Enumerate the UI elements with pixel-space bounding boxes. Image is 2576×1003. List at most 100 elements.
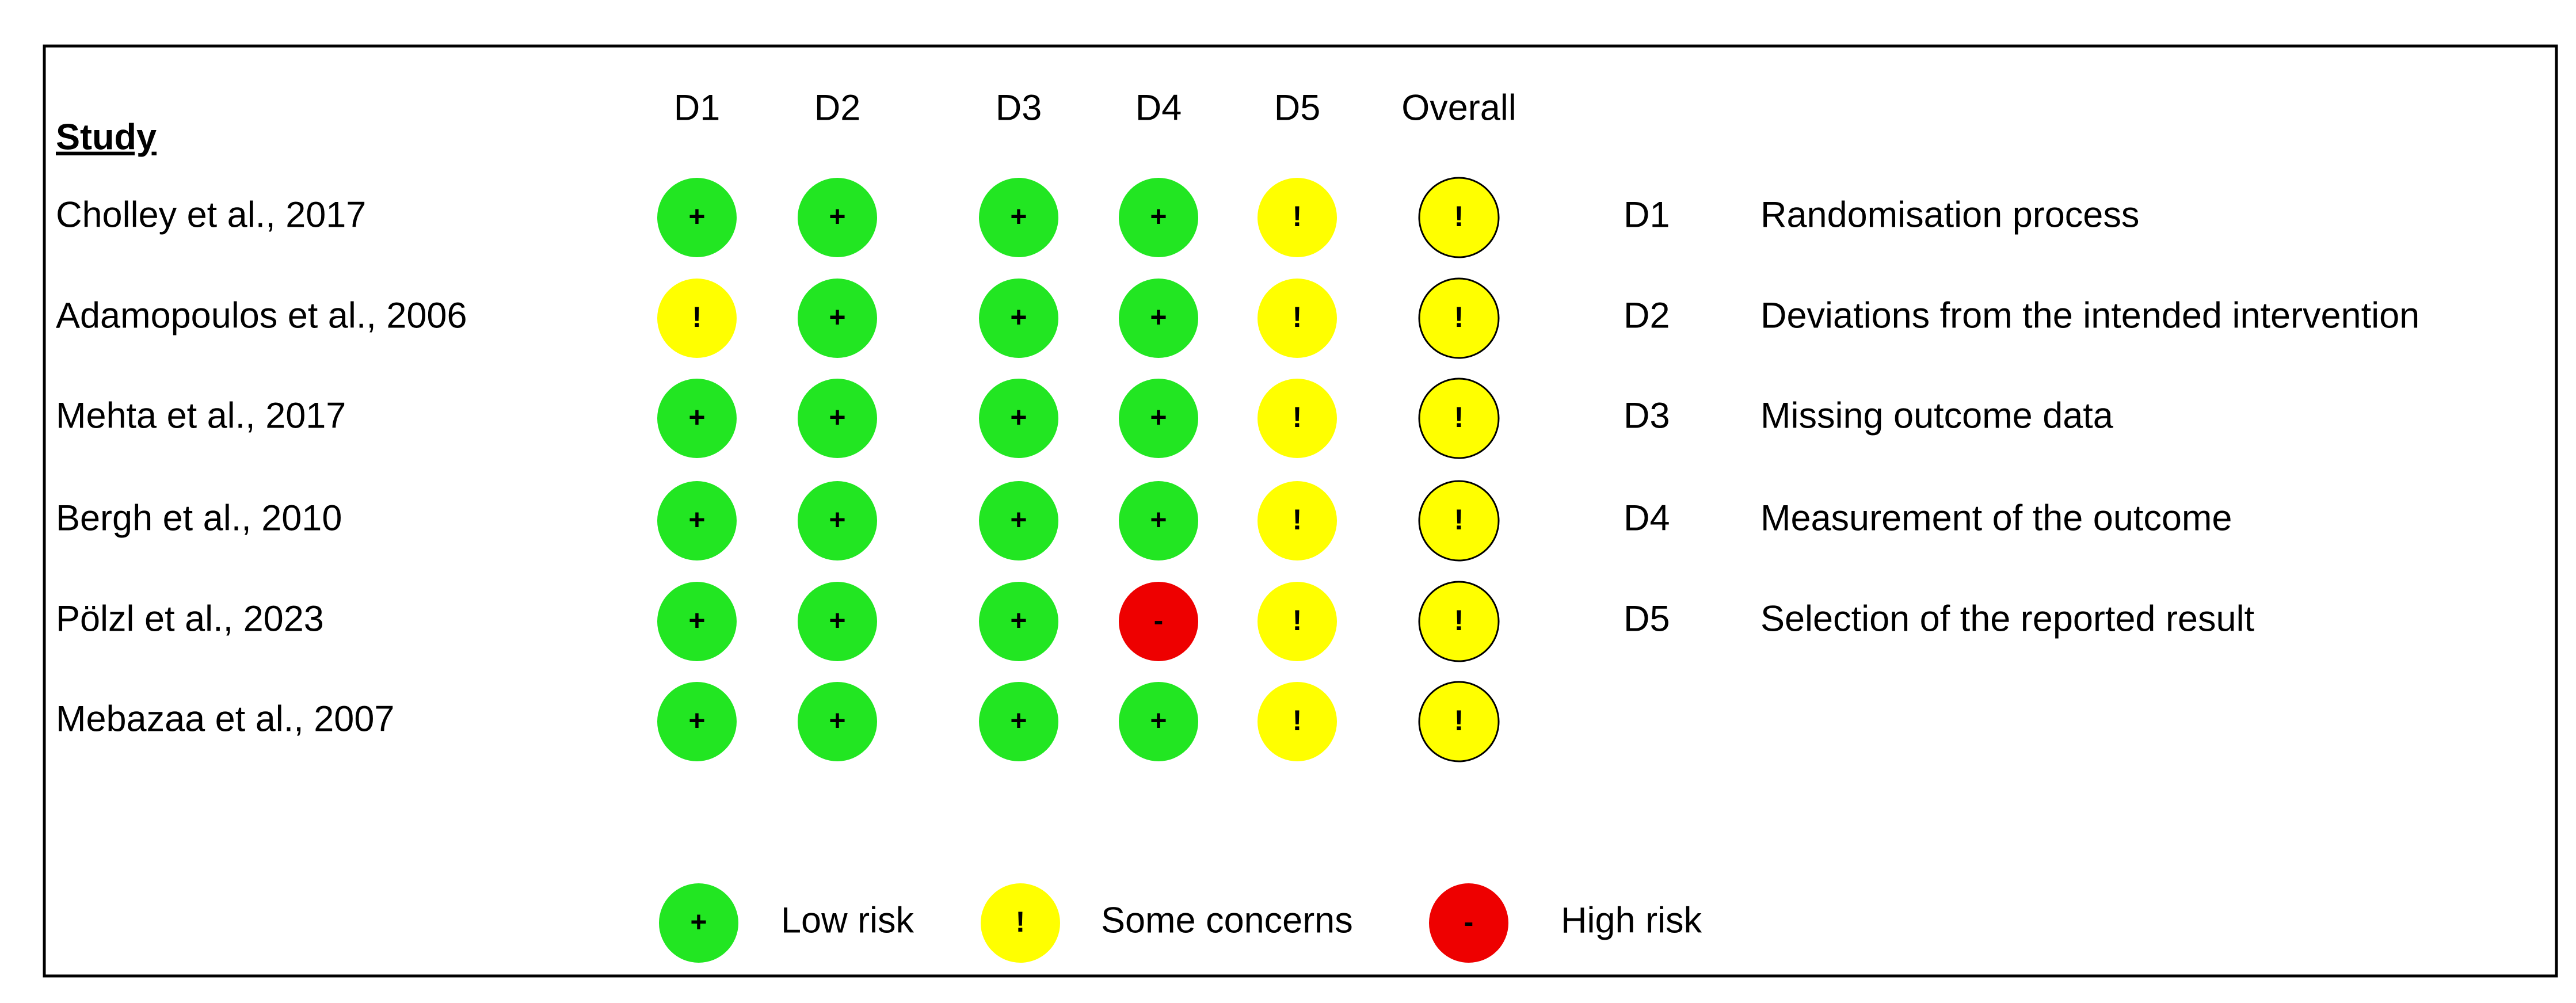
judgement-symbol: !	[1454, 401, 1464, 433]
judgement-circle	[1119, 279, 1198, 358]
judgement-symbol: +	[1150, 301, 1167, 333]
judgement-symbol: -	[1154, 604, 1164, 636]
key-symbol: +	[690, 906, 707, 938]
judgement-symbol: +	[1010, 704, 1027, 737]
key-circle	[981, 883, 1060, 963]
domain-code: D1	[1624, 195, 1670, 235]
judgement-symbol: +	[1010, 401, 1027, 433]
domain-code: D4	[1624, 498, 1670, 539]
study-name: Cholley et al., 2017	[56, 195, 366, 235]
judgement-symbol: !	[1454, 301, 1464, 333]
judgement-circle	[1257, 279, 1337, 358]
judgement-symbol: +	[1150, 200, 1167, 232]
key-circle	[659, 883, 738, 963]
judgement-circle	[979, 178, 1058, 257]
judgement-circle	[798, 379, 877, 458]
judgement-circle	[979, 582, 1058, 661]
judgement-circle	[798, 582, 877, 661]
judgement-circle	[1418, 681, 1500, 762]
judgement-symbol: +	[1150, 401, 1167, 433]
domain-code: D5	[1624, 599, 1670, 639]
key-symbol: !	[1016, 906, 1026, 938]
domain-label: Measurement of the outcome	[1760, 498, 2232, 539]
study-header: Study	[56, 117, 157, 158]
judgement-symbol: !	[1454, 704, 1464, 737]
key-circle	[1429, 883, 1508, 963]
study-name: Mebazaa et al., 2007	[56, 699, 394, 739]
judgement-circle	[657, 379, 737, 458]
judgement-symbol: +	[829, 704, 845, 737]
judgement-circle	[1119, 582, 1198, 661]
judgement-symbol: +	[688, 200, 705, 232]
judgement-symbol: !	[1293, 604, 1302, 636]
judgement-circle	[657, 279, 737, 358]
judgement-circle	[1257, 582, 1337, 661]
judgement-symbol: +	[829, 200, 845, 232]
judgement-symbol: +	[1150, 504, 1167, 536]
judgement-symbol: !	[692, 301, 702, 333]
judgement-circle	[979, 481, 1058, 560]
judgement-circle	[1257, 481, 1337, 560]
key-symbol: -	[1464, 906, 1474, 938]
column-header: Overall	[1401, 88, 1516, 128]
column-header: D1	[674, 88, 721, 128]
judgement-symbol: !	[1454, 504, 1464, 536]
judgement-symbol: +	[1150, 704, 1167, 737]
judgement-circle	[979, 682, 1058, 761]
judgement-circle	[798, 178, 877, 257]
domain-code: D3	[1624, 396, 1670, 436]
judgement-symbol: +	[1010, 504, 1027, 536]
domain-label: Missing outcome data	[1760, 396, 2114, 436]
judgement-symbol: !	[1293, 704, 1302, 737]
domain-code: D2	[1624, 296, 1670, 336]
judgement-symbol: +	[688, 401, 705, 433]
domain-label: Selection of the reported result	[1760, 599, 2255, 639]
judgement-circle	[1418, 277, 1500, 359]
column-header: D4	[1135, 88, 1182, 128]
judgement-circle	[1257, 682, 1337, 761]
judgement-symbol: +	[829, 301, 845, 333]
judgement-circle	[1119, 481, 1198, 560]
study-name: Adamopoulos et al., 2006	[56, 296, 467, 336]
judgement-symbol: !	[1293, 401, 1302, 433]
domain-label: Randomisation process	[1760, 195, 2139, 235]
key-label: High risk	[1561, 901, 1702, 941]
judgement-circle	[657, 582, 737, 661]
study-name: Pölzl et al., 2023	[56, 599, 324, 639]
judgement-circle	[1418, 581, 1500, 662]
judgement-circle	[979, 379, 1058, 458]
judgement-circle	[979, 279, 1058, 358]
judgement-circle	[657, 178, 737, 257]
study-name: Mehta et al., 2017	[56, 396, 346, 436]
judgement-circle	[1257, 178, 1337, 257]
judgement-symbol: !	[1293, 504, 1302, 536]
judgement-circle	[1418, 480, 1500, 562]
judgement-symbol: !	[1454, 604, 1464, 636]
judgement-symbol: !	[1293, 200, 1302, 232]
judgement-symbol: +	[829, 604, 845, 636]
judgement-symbol: +	[829, 504, 845, 536]
judgement-circle	[1418, 177, 1500, 258]
key-label: Low risk	[781, 901, 914, 941]
judgement-circle	[657, 682, 737, 761]
judgement-symbol: !	[1293, 301, 1302, 333]
judgement-symbol: +	[829, 401, 845, 433]
column-header: D5	[1274, 88, 1321, 128]
judgement-symbol: !	[1454, 200, 1464, 232]
judgement-circle	[798, 682, 877, 761]
judgement-symbol: +	[1010, 301, 1027, 333]
judgement-symbol: +	[688, 704, 705, 737]
judgement-circle	[798, 279, 877, 358]
judgement-symbol: +	[688, 504, 705, 536]
judgement-symbol: +	[688, 604, 705, 636]
judgement-circle	[1119, 682, 1198, 761]
study-name: Bergh et al., 2010	[56, 498, 342, 539]
column-header: D2	[814, 88, 861, 128]
judgement-circle	[1119, 379, 1198, 458]
judgement-circle	[1257, 379, 1337, 458]
judgement-symbol: +	[1010, 200, 1027, 232]
judgement-circle	[1119, 178, 1198, 257]
judgement-circle	[798, 481, 877, 560]
